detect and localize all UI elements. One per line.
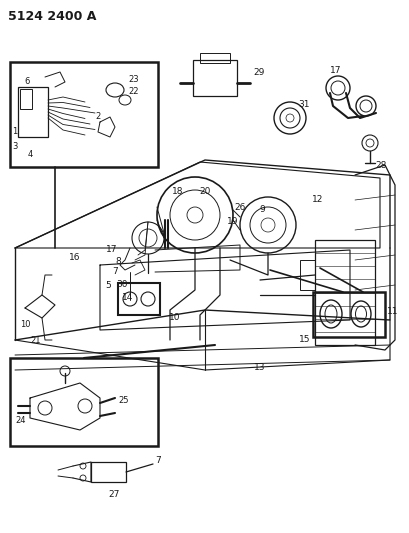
Text: 7: 7 bbox=[155, 456, 160, 465]
Text: 2: 2 bbox=[95, 112, 100, 121]
Bar bbox=[314, 240, 374, 345]
Text: 5: 5 bbox=[105, 280, 110, 289]
Text: 11: 11 bbox=[386, 308, 398, 317]
Text: 30: 30 bbox=[116, 280, 127, 289]
Text: 3: 3 bbox=[12, 142, 17, 151]
Text: 24: 24 bbox=[15, 416, 25, 425]
Text: 19: 19 bbox=[227, 217, 238, 227]
Bar bbox=[193, 60, 236, 96]
Bar bbox=[20, 89, 32, 109]
Text: 5124 2400 A: 5124 2400 A bbox=[8, 10, 96, 23]
Text: 10: 10 bbox=[169, 313, 180, 322]
Text: 25: 25 bbox=[118, 396, 128, 405]
Bar bbox=[299, 260, 314, 290]
Text: 7: 7 bbox=[112, 268, 118, 277]
Text: 8: 8 bbox=[115, 257, 121, 266]
Text: 12: 12 bbox=[312, 196, 323, 205]
Text: 6: 6 bbox=[24, 77, 29, 86]
Text: 1: 1 bbox=[12, 127, 17, 136]
Text: 28: 28 bbox=[374, 161, 385, 170]
Text: 31: 31 bbox=[297, 100, 309, 109]
Bar bbox=[312, 292, 384, 337]
Text: 26: 26 bbox=[234, 204, 245, 213]
Text: 9: 9 bbox=[258, 206, 264, 214]
Text: 18: 18 bbox=[172, 188, 183, 197]
Text: 29: 29 bbox=[252, 68, 264, 77]
Bar bbox=[10, 62, 157, 167]
Bar bbox=[10, 358, 157, 446]
Text: 16: 16 bbox=[69, 254, 81, 262]
Text: 22: 22 bbox=[128, 87, 138, 96]
Text: 10: 10 bbox=[20, 320, 30, 329]
Text: 14: 14 bbox=[122, 294, 133, 303]
Text: 20: 20 bbox=[199, 188, 210, 197]
Text: 15: 15 bbox=[299, 335, 310, 344]
Bar bbox=[200, 53, 229, 63]
Text: 23: 23 bbox=[128, 75, 138, 84]
Text: 4: 4 bbox=[28, 150, 33, 159]
Text: 27: 27 bbox=[108, 490, 119, 499]
Bar bbox=[118, 283, 160, 315]
Bar bbox=[91, 462, 126, 482]
Text: 13: 13 bbox=[254, 364, 265, 373]
Text: 17: 17 bbox=[106, 246, 117, 254]
Text: 21: 21 bbox=[30, 336, 40, 345]
Text: 17: 17 bbox=[329, 66, 341, 75]
Bar bbox=[18, 87, 48, 137]
